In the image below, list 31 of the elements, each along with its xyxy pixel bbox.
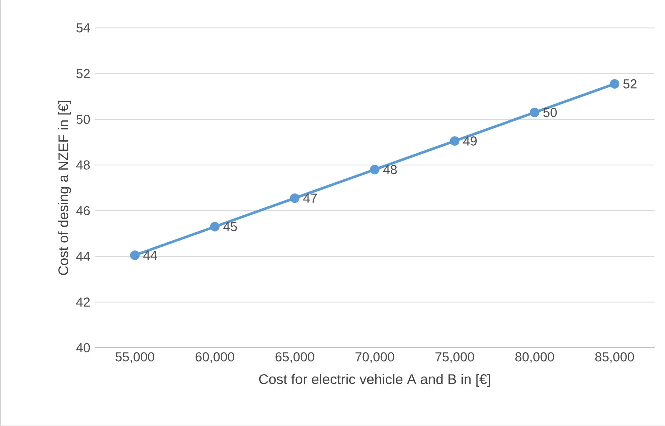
y-tick-label: 52: [76, 69, 90, 78]
x-tick-label: 55,000: [116, 352, 154, 364]
data-label: 50: [544, 108, 558, 118]
x-tick-label: 75,000: [436, 352, 474, 364]
data-label: 47: [304, 194, 318, 203]
y-tick-label: 44: [76, 252, 90, 262]
x-tick-label: 85,000: [596, 352, 634, 364]
y-tick-label: 54: [76, 24, 90, 33]
y-tick-label: 42: [76, 298, 90, 307]
data-label: 49: [463, 136, 477, 146]
point: [450, 136, 460, 146]
x-tick-label: 70,000: [356, 352, 394, 364]
data-label: 45: [224, 222, 238, 232]
y-tick-label: 48: [76, 160, 90, 170]
data-label: 48: [383, 165, 398, 174]
data-label: 44: [144, 250, 158, 260]
x-axis-title: Cost for electric vehicle A and B in [€]: [259, 374, 490, 388]
point: [530, 108, 540, 118]
point: [610, 79, 620, 89]
y-tick-label: 50: [76, 114, 90, 124]
x-tick-label: 80,000: [516, 352, 554, 364]
y-tick-label: 46: [76, 206, 90, 216]
x-tick-label: 65,000: [276, 352, 314, 364]
point: [210, 222, 220, 232]
y-axis-title: Cost of desing a NZEF in [€]: [58, 101, 72, 276]
point: [290, 194, 300, 204]
x-tick-label: 60,000: [196, 352, 234, 364]
point: [130, 250, 140, 260]
data-label: 52: [624, 79, 637, 89]
point: [370, 164, 380, 175]
y-tick-label: 40: [76, 343, 90, 353]
